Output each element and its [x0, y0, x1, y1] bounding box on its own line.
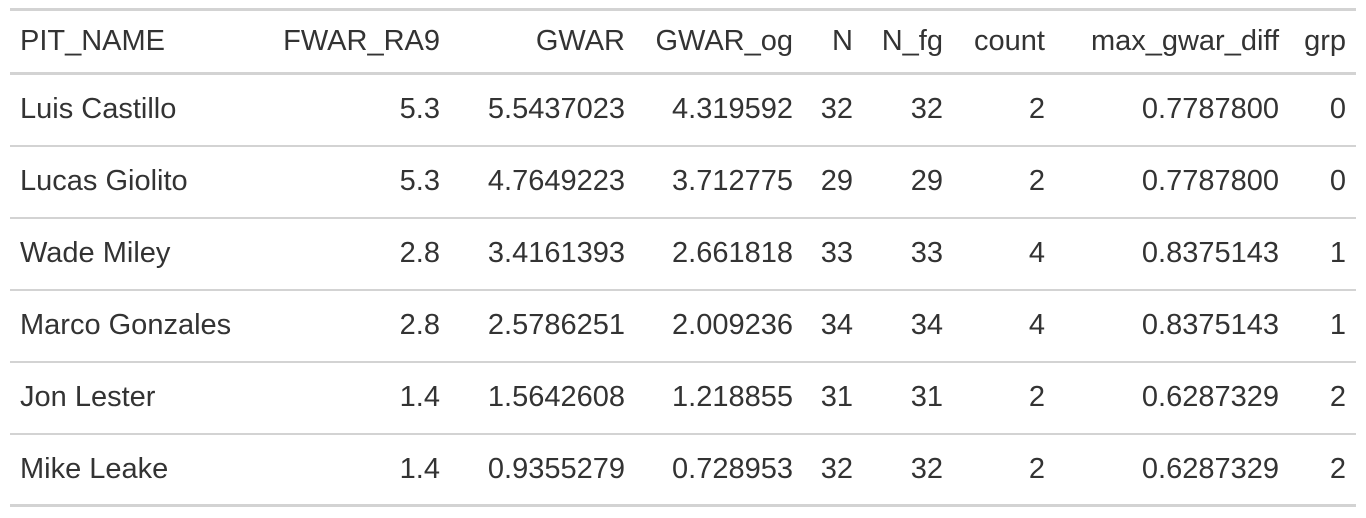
cell-gwar: 2.5786251: [487, 309, 625, 341]
column-header-n-fg: N_fg: [881, 25, 943, 57]
cell-pit-name: Jon Lester: [20, 381, 156, 413]
cell-count: 2: [1028, 452, 1045, 485]
cell-grp: 2: [1329, 452, 1346, 485]
table-row: Luis Castillo 5.3 5.5437023 4.319592 32 …: [10, 74, 1356, 146]
cell-grp: 2: [1329, 381, 1346, 413]
cell-count: 2: [1028, 381, 1045, 413]
cell-n-fg: 31: [910, 381, 943, 413]
column-header-gwar: GWAR: [535, 25, 625, 57]
cell-grp: 0: [1329, 165, 1346, 197]
cell-gwar: 1.5642608: [487, 381, 625, 413]
cell-grp: 1: [1329, 237, 1346, 269]
cell-gwar-og: 4.319592: [672, 93, 793, 126]
cell-gwar: 0.9355279: [487, 452, 625, 485]
column-header-gwar-og: GWAR_og: [655, 25, 793, 57]
cell-fwar-ra9: 2.8: [399, 237, 440, 269]
cell-count: 4: [1028, 237, 1045, 269]
cell-n: 32: [820, 452, 853, 485]
cell-gwar-og: 0.728953: [672, 452, 793, 485]
cell-gwar-og: 3.712775: [672, 165, 793, 197]
cell-max-gwar-diff: 0.8375143: [1141, 237, 1279, 269]
column-header-max-gwar-diff: max_gwar_diff: [1090, 25, 1279, 57]
cell-n-fg: 34: [910, 309, 943, 341]
pitcher-war-table: PIT_NAME FWAR_RA9 GWAR GWAR_og N N_fg co…: [10, 8, 1356, 507]
cell-gwar: 3.4161393: [487, 237, 625, 269]
cell-pit-name: Lucas Giolito: [20, 165, 188, 197]
table-row: Marco Gonzales 2.8 2.5786251 2.009236 34…: [10, 290, 1356, 362]
cell-pit-name: Wade Miley: [20, 237, 171, 269]
column-header-n: N: [832, 25, 853, 57]
cell-n: 34: [820, 309, 853, 341]
column-header-grp: grp: [1304, 25, 1346, 57]
header-row: PIT_NAME FWAR_RA9 GWAR GWAR_og N N_fg co…: [10, 9, 1356, 74]
cell-max-gwar-diff: 0.8375143: [1141, 309, 1279, 341]
cell-pit-name: Mike Leake: [20, 452, 169, 485]
cell-gwar-og: 2.009236: [672, 309, 793, 341]
cell-max-gwar-diff: 0.6287329: [1141, 381, 1279, 413]
column-header-count: count: [974, 25, 1045, 57]
cell-gwar: 4.7649223: [487, 165, 625, 197]
cell-n-fg: 32: [910, 93, 943, 126]
cell-gwar-og: 2.661818: [672, 237, 793, 269]
cell-fwar-ra9: 1.4: [399, 381, 440, 413]
cell-fwar-ra9: 5.3: [399, 165, 440, 197]
cell-fwar-ra9: 2.8: [399, 309, 440, 341]
cell-max-gwar-diff: 0.7787800: [1141, 93, 1279, 126]
cell-fwar-ra9: 5.3: [399, 93, 440, 126]
cell-grp: 0: [1329, 93, 1346, 126]
cell-n: 29: [820, 165, 853, 197]
cell-n-fg: 33: [910, 237, 943, 269]
cell-gwar: 5.5437023: [487, 93, 625, 126]
cell-count: 4: [1028, 309, 1045, 341]
column-header-fwar-ra9: FWAR_RA9: [283, 25, 440, 57]
cell-count: 2: [1028, 165, 1045, 197]
table-row: Jon Lester 1.4 1.5642608 1.218855 31 31 …: [10, 362, 1356, 434]
cell-grp: 1: [1329, 309, 1346, 341]
cell-n-fg: 32: [910, 452, 943, 485]
cell-count: 2: [1028, 93, 1045, 126]
table-row: Lucas Giolito 5.3 4.7649223 3.712775 29 …: [10, 146, 1356, 218]
cell-n-fg: 29: [910, 165, 943, 197]
cell-pit-name: Marco Gonzales: [20, 309, 232, 341]
cell-max-gwar-diff: 0.7787800: [1141, 165, 1279, 197]
cell-max-gwar-diff: 0.6287329: [1141, 452, 1279, 485]
cell-pit-name: Luis Castillo: [20, 93, 177, 126]
cell-gwar-og: 1.218855: [672, 381, 793, 413]
cell-n: 33: [820, 237, 853, 269]
data-table-container: PIT_NAME FWAR_RA9 GWAR GWAR_og N N_fg co…: [10, 8, 1356, 507]
table-row: Mike Leake 1.4 0.9355279 0.728953 32 32 …: [10, 434, 1356, 506]
column-header-pit-name: PIT_NAME: [20, 25, 166, 57]
cell-n: 31: [820, 381, 853, 413]
table-row: Wade Miley 2.8 3.4161393 2.661818 33 33 …: [10, 218, 1356, 290]
cell-n: 32: [820, 93, 853, 126]
cell-fwar-ra9: 1.4: [399, 452, 440, 485]
